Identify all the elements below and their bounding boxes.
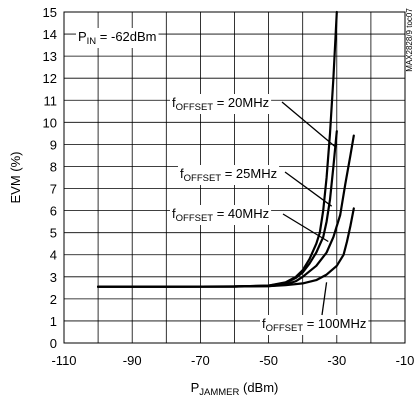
condition-main: P <box>78 29 87 44</box>
x-axis-title-main: P <box>191 380 200 395</box>
x-tick-label: -10 <box>396 353 415 368</box>
condition-label-text: PIN = -62dBm <box>78 29 157 47</box>
y-tick-label: 1 <box>50 314 57 329</box>
y-tick-label: 5 <box>50 226 57 241</box>
series-label-1: fOFFSET = 25MHz <box>180 166 277 184</box>
series-leader-line-0 <box>281 101 336 148</box>
series-leader-line-1 <box>284 171 333 207</box>
series-label-sub: OFFSET <box>266 323 304 334</box>
series-label-rest: = 40MHz <box>213 206 269 221</box>
series-label-rest: = 25MHz <box>221 166 277 181</box>
series-label-3: fOFFSET = 100MHz <box>262 316 366 334</box>
condition-rest: = -62dBm <box>96 29 156 44</box>
y-tick-label: 6 <box>50 204 57 219</box>
series-layer <box>97 10 355 288</box>
series-label-background <box>170 94 272 114</box>
x-axis-title-unit: (dBm) <box>239 380 278 395</box>
y-tick-label: 7 <box>50 182 57 197</box>
y-tick-label: 3 <box>50 270 57 285</box>
series-leader-line-3 <box>321 282 328 316</box>
condition-label-background <box>76 28 159 48</box>
series-label-sub: OFFSET <box>176 102 214 113</box>
y-tick-label: 0 <box>50 336 57 351</box>
series-label-0: fOFFSET = 20MHz <box>172 95 269 113</box>
series-label-main: f <box>172 206 176 221</box>
x-tick-label: -30 <box>327 353 346 368</box>
x-axis-ticks: -110 -90 -70 -50 -30 -10 <box>51 353 414 368</box>
condition-label: PIN = -62dBm <box>76 28 159 48</box>
y-tick-label: 4 <box>50 248 57 263</box>
series-label-main: f <box>262 316 266 331</box>
x-axis-title-sub: JAMMER <box>199 387 239 398</box>
series-label-sub: OFFSET <box>184 173 222 184</box>
y-tick-label: 8 <box>50 159 57 174</box>
series-label-rest: = 20MHz <box>213 95 269 110</box>
x-tick-label: -70 <box>191 353 210 368</box>
y-tick-label: 12 <box>43 71 57 86</box>
series-label-2: fOFFSET = 40MHz <box>172 206 269 224</box>
y-tick-label: 10 <box>43 115 57 130</box>
y-tick-label: 2 <box>50 292 57 307</box>
y-tick-label: 14 <box>43 27 57 42</box>
series-label-main: f <box>172 95 176 110</box>
series-line-3 <box>97 207 355 288</box>
series-label-background <box>260 315 369 335</box>
x-tick-label: -50 <box>259 353 278 368</box>
y-tick-label: 9 <box>50 137 57 152</box>
y-tick-label: 13 <box>43 49 57 64</box>
y-tick-label: 15 <box>43 5 57 20</box>
series-label-main: f <box>180 166 184 181</box>
series-label-sub: OFFSET <box>176 213 214 224</box>
y-tick-label: 11 <box>44 93 58 108</box>
y-axis-title: EVM (%) <box>8 152 23 204</box>
x-axis-title: PJAMMER (dBm) <box>191 380 279 398</box>
x-tick-label: -90 <box>123 353 142 368</box>
plot-frame <box>63 11 406 344</box>
condition-sub: IN <box>87 36 97 47</box>
series-label-background <box>178 165 280 185</box>
x-tick-label: -110 <box>51 353 76 368</box>
part-number-watermark: MAX2828/9 toc07 <box>405 8 414 72</box>
series-leader-line-2 <box>282 213 329 243</box>
series-line-0 <box>97 10 338 288</box>
series-label-background <box>170 205 272 225</box>
series-label-rest: = 100MHz <box>303 316 366 331</box>
